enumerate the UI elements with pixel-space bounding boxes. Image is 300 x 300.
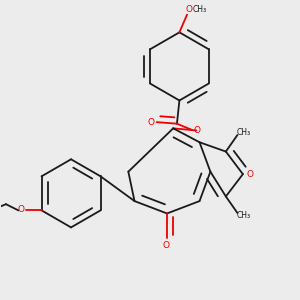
Text: CH₃: CH₃	[236, 128, 251, 137]
Text: CH₃: CH₃	[193, 5, 207, 14]
Text: O: O	[193, 126, 200, 135]
Text: O: O	[163, 241, 170, 250]
Text: O: O	[246, 169, 253, 178]
Text: O: O	[148, 118, 155, 127]
Text: CH₃: CH₃	[236, 211, 251, 220]
Text: O: O	[185, 5, 192, 14]
Text: O: O	[18, 205, 25, 214]
